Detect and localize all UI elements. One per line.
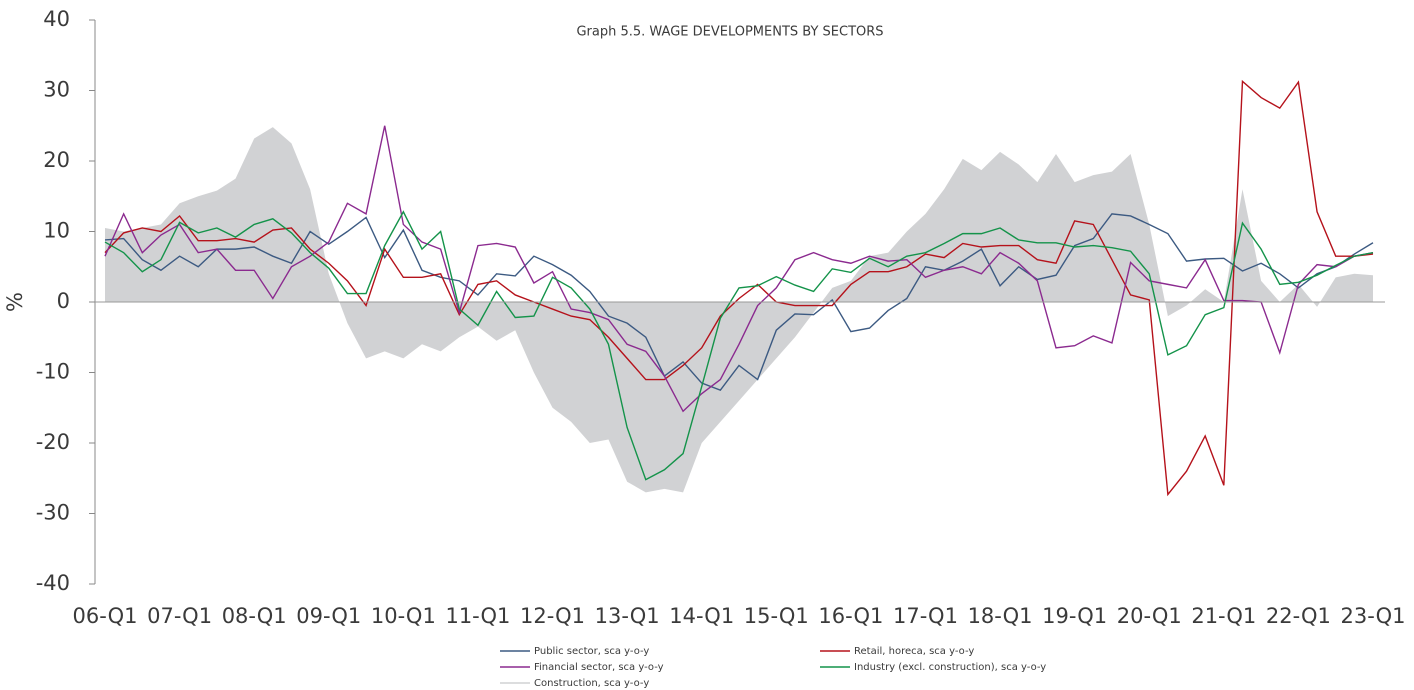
line	[104, 79, 1374, 497]
x-tick-label: 07-Q1	[147, 604, 212, 628]
line	[104, 210, 1374, 481]
x-tick-label: 18-Q1	[968, 604, 1033, 628]
y-axis-label: %	[3, 292, 27, 312]
x-tick-label: 09-Q1	[296, 604, 361, 628]
x-tick-label: 06-Q1	[73, 604, 138, 628]
y-tick-label: 40	[43, 7, 70, 31]
y-tick-label: -30	[36, 501, 70, 525]
x-tick-label: 11-Q1	[445, 604, 510, 628]
x-tick-label: 15-Q1	[744, 604, 809, 628]
legend-label: Construction, sca y-o-y	[534, 678, 649, 689]
x-tick-label: 21-Q1	[1191, 604, 1256, 628]
line	[104, 125, 1374, 413]
legend-label: Retail, horeca, sca y-o-y	[854, 646, 974, 657]
x-tick-label: 19-Q1	[1042, 604, 1107, 628]
x-tick-label: 20-Q1	[1117, 604, 1182, 628]
y-tick-label: 20	[43, 148, 70, 172]
legend-label: Industry (excl. construction), sca y-o-y	[854, 662, 1046, 673]
x-tick-label: 16-Q1	[818, 604, 883, 628]
x-tick-label: 17-Q1	[893, 604, 958, 628]
area	[105, 127, 1373, 493]
x-tick-label: 12-Q1	[520, 604, 585, 628]
legend-label: Public sector, sca y-o-y	[534, 646, 649, 657]
y-tick-label: 10	[43, 219, 70, 243]
line	[104, 213, 1374, 391]
x-tick-label: 08-Q1	[222, 604, 287, 628]
y-tick-label: -10	[36, 360, 70, 384]
x-tick-label: 22-Q1	[1266, 604, 1331, 628]
x-tick-label: 23-Q1	[1341, 604, 1406, 628]
y-tick-label: 30	[43, 78, 70, 102]
x-tick-label: 10-Q1	[371, 604, 436, 628]
chart-title: Graph 5.5. WAGE DEVELOPMENTS BY SECTORS	[576, 25, 883, 40]
y-tick-label: -20	[36, 430, 70, 454]
x-tick-label: 14-Q1	[669, 604, 734, 628]
y-tick-label: 0	[57, 289, 70, 313]
x-tick-label: 13-Q1	[595, 604, 660, 628]
legend-label: Financial sector, sca y-o-y	[534, 662, 664, 673]
y-tick-label: -40	[36, 571, 70, 595]
